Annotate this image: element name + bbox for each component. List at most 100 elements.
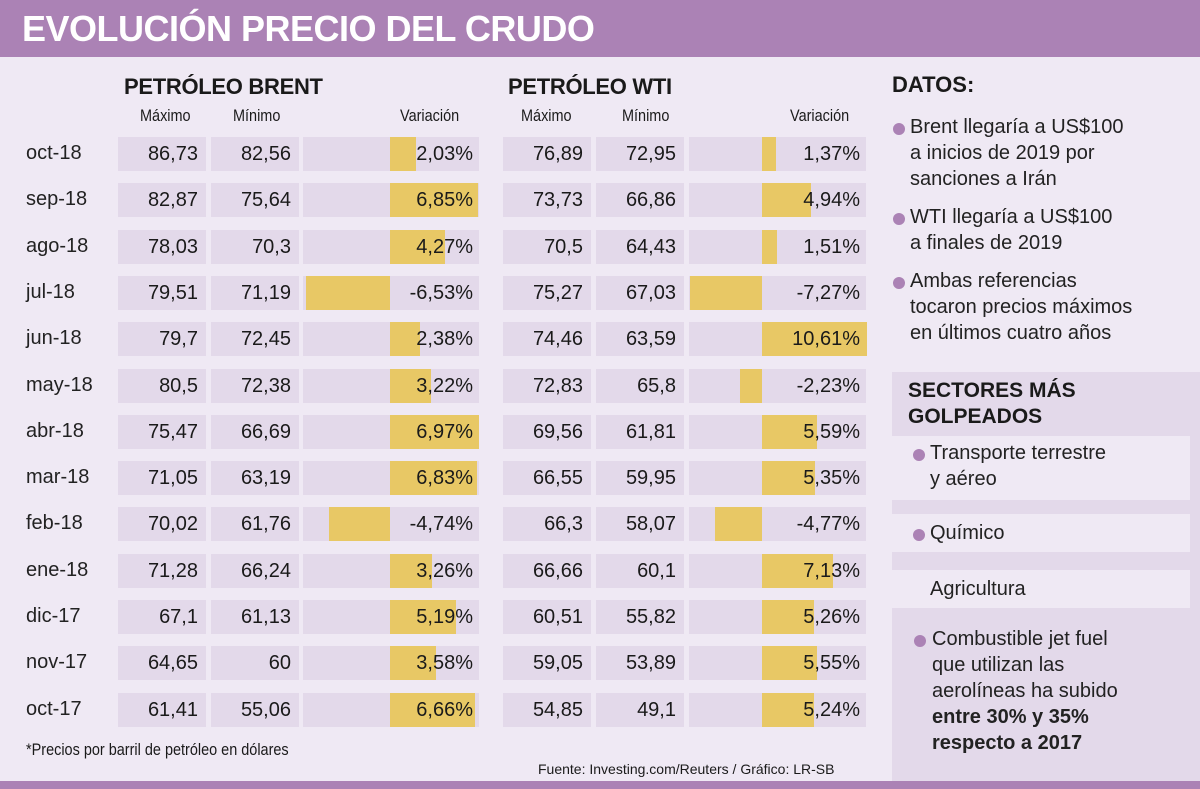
brent-min-cell: 66,24 — [211, 554, 299, 588]
brent-variation-label: 3,26% — [416, 560, 473, 582]
brent-variation-label: 5,19% — [416, 606, 473, 628]
wti-variation-cell: 5,55% — [689, 646, 866, 680]
brent-min-cell: 63,19 — [211, 461, 299, 495]
wti-max-cell: 54,85 — [503, 693, 591, 727]
wti-variation-cell: 4,94% — [689, 183, 866, 217]
brent-max-cell: 67,1 — [118, 600, 206, 634]
row-label: oct-18 — [26, 142, 82, 164]
sector-band — [892, 514, 1190, 552]
brent-min-cell: 71,19 — [211, 276, 299, 310]
sectores-panel: SECTORES MÁS GOLPEADOS Transporte terres… — [892, 372, 1200, 781]
wti-max-cell: 66,55 — [503, 461, 591, 495]
sector-item-quimico: Químico — [912, 520, 1004, 546]
wti-variation-bar — [714, 507, 762, 541]
wti-variation-cell: -2,23% — [689, 369, 866, 403]
row-label: jun-18 — [26, 327, 82, 349]
row-label: jul-18 — [26, 281, 75, 303]
brent-variation-cell: 3,58% — [303, 646, 479, 680]
brent-variation-cell: 3,26% — [303, 554, 479, 588]
brent-variation-cell: 2,03% — [303, 137, 479, 171]
sector-band — [892, 570, 1190, 608]
brent-max-cell: 80,5 — [118, 369, 206, 403]
bullet-dot-icon — [913, 529, 925, 541]
brent-col-min: Mínimo — [233, 106, 281, 125]
brent-min-cell: 55,06 — [211, 693, 299, 727]
brent-min-cell: 70,3 — [211, 230, 299, 264]
sector-item-transporte: Transporte terrestre y aéreo — [912, 440, 1106, 492]
brent-min-cell: 66,69 — [211, 415, 299, 449]
bullet-dot-icon — [913, 449, 925, 461]
row-label: oct-17 — [26, 698, 82, 720]
wti-max-cell: 73,73 — [503, 183, 591, 217]
brent-variation-label: 6,97% — [416, 421, 473, 443]
wti-variation-label: 10,61% — [792, 328, 860, 350]
wti-variation-cell: 5,24% — [689, 693, 866, 727]
brent-variation-bar — [390, 600, 457, 634]
brent-variation-label: 6,83% — [416, 467, 473, 489]
brent-max-cell: 75,47 — [118, 415, 206, 449]
row-label: sep-18 — [26, 188, 88, 210]
wti-variation-label: 1,37% — [803, 143, 860, 165]
brent-min-cell: 82,56 — [211, 137, 299, 171]
wti-variation-label: 1,51% — [803, 236, 860, 258]
wti-variation-label: 5,35% — [803, 467, 860, 489]
wti-variation-label: 5,55% — [803, 652, 860, 674]
brent-variation-bar — [390, 137, 416, 171]
brent-max-cell: 82,87 — [118, 183, 206, 217]
wti-variation-label: -7,27% — [796, 282, 860, 304]
wti-min-cell: 60,1 — [596, 554, 684, 588]
brent-variation-bar — [390, 230, 445, 264]
wti-variation-bar — [762, 183, 811, 217]
sectores-title: SECTORES MÁS GOLPEADOS — [908, 379, 1076, 428]
brent-variation-bar — [390, 554, 432, 588]
brent-variation-bar — [390, 183, 478, 217]
wti-max-cell: 66,3 — [503, 507, 591, 541]
brent-variation-cell: 6,97% — [303, 415, 480, 449]
wti-variation-label: 5,24% — [803, 699, 860, 721]
brent-variation-cell: 3,22% — [303, 369, 479, 403]
wti-max-cell: 70,5 — [503, 230, 591, 264]
wti-variation-bar — [762, 554, 833, 588]
brent-variation-label: 4,27% — [416, 236, 473, 258]
wti-max-cell: 72,83 — [503, 369, 591, 403]
brent-max-cell: 79,51 — [118, 276, 206, 310]
wti-variation-label: -4,77% — [796, 513, 860, 535]
datos-list: Brent llegaría a US$100 a inicios de 201… — [892, 114, 1132, 358]
brent-variation-cell: 5,19% — [303, 600, 479, 634]
bullet-dot-icon — [914, 635, 926, 647]
datos-item: WTI llegaría a US$100 a finales de 2019 — [892, 204, 1132, 256]
wti-variation-cell: 5,26% — [689, 600, 866, 634]
brent-variation-bar — [329, 507, 390, 541]
wti-variation-label: 5,26% — [803, 606, 860, 628]
header-bar: EVOLUCIÓN PRECIO DEL CRUDO — [0, 0, 1200, 57]
wti-variation-bar — [762, 646, 817, 680]
wti-max-cell: 76,89 — [503, 137, 591, 171]
brent-variation-cell: 2,38% — [303, 322, 479, 356]
brent-max-cell: 71,28 — [118, 554, 206, 588]
wti-variation-bar — [762, 461, 815, 495]
wti-min-cell: 55,82 — [596, 600, 684, 634]
wti-variation-label: -2,23% — [796, 375, 860, 397]
brent-max-cell: 79,7 — [118, 322, 206, 356]
brent-variation-label: -6,53% — [409, 282, 473, 304]
brent-max-cell: 86,73 — [118, 137, 206, 171]
wti-variation-bar — [762, 322, 868, 356]
brent-variation-label: 2,03% — [416, 143, 473, 165]
wti-min-cell: 66,86 — [596, 183, 684, 217]
bullet-dot-icon — [893, 277, 905, 289]
wti-variation-bar — [762, 230, 777, 264]
brent-variation-label: 3,22% — [416, 375, 473, 397]
row-label: ene-18 — [26, 559, 89, 581]
brent-variation-bar — [306, 276, 390, 310]
wti-variation-bar — [762, 137, 776, 171]
footnote: *Precios por barril de petróleo en dólar… — [26, 740, 289, 759]
wti-min-cell: 67,03 — [596, 276, 684, 310]
wti-max-cell: 69,56 — [503, 415, 591, 449]
brent-min-cell: 61,13 — [211, 600, 299, 634]
brent-variation-bar — [390, 461, 478, 495]
bullet-dot-icon — [893, 123, 905, 135]
bullet-dot-icon — [893, 213, 905, 225]
wti-max-cell: 60,51 — [503, 600, 591, 634]
brent-variation-label: 6,66% — [416, 699, 473, 721]
brent-variation-label: -4,74% — [409, 513, 473, 535]
